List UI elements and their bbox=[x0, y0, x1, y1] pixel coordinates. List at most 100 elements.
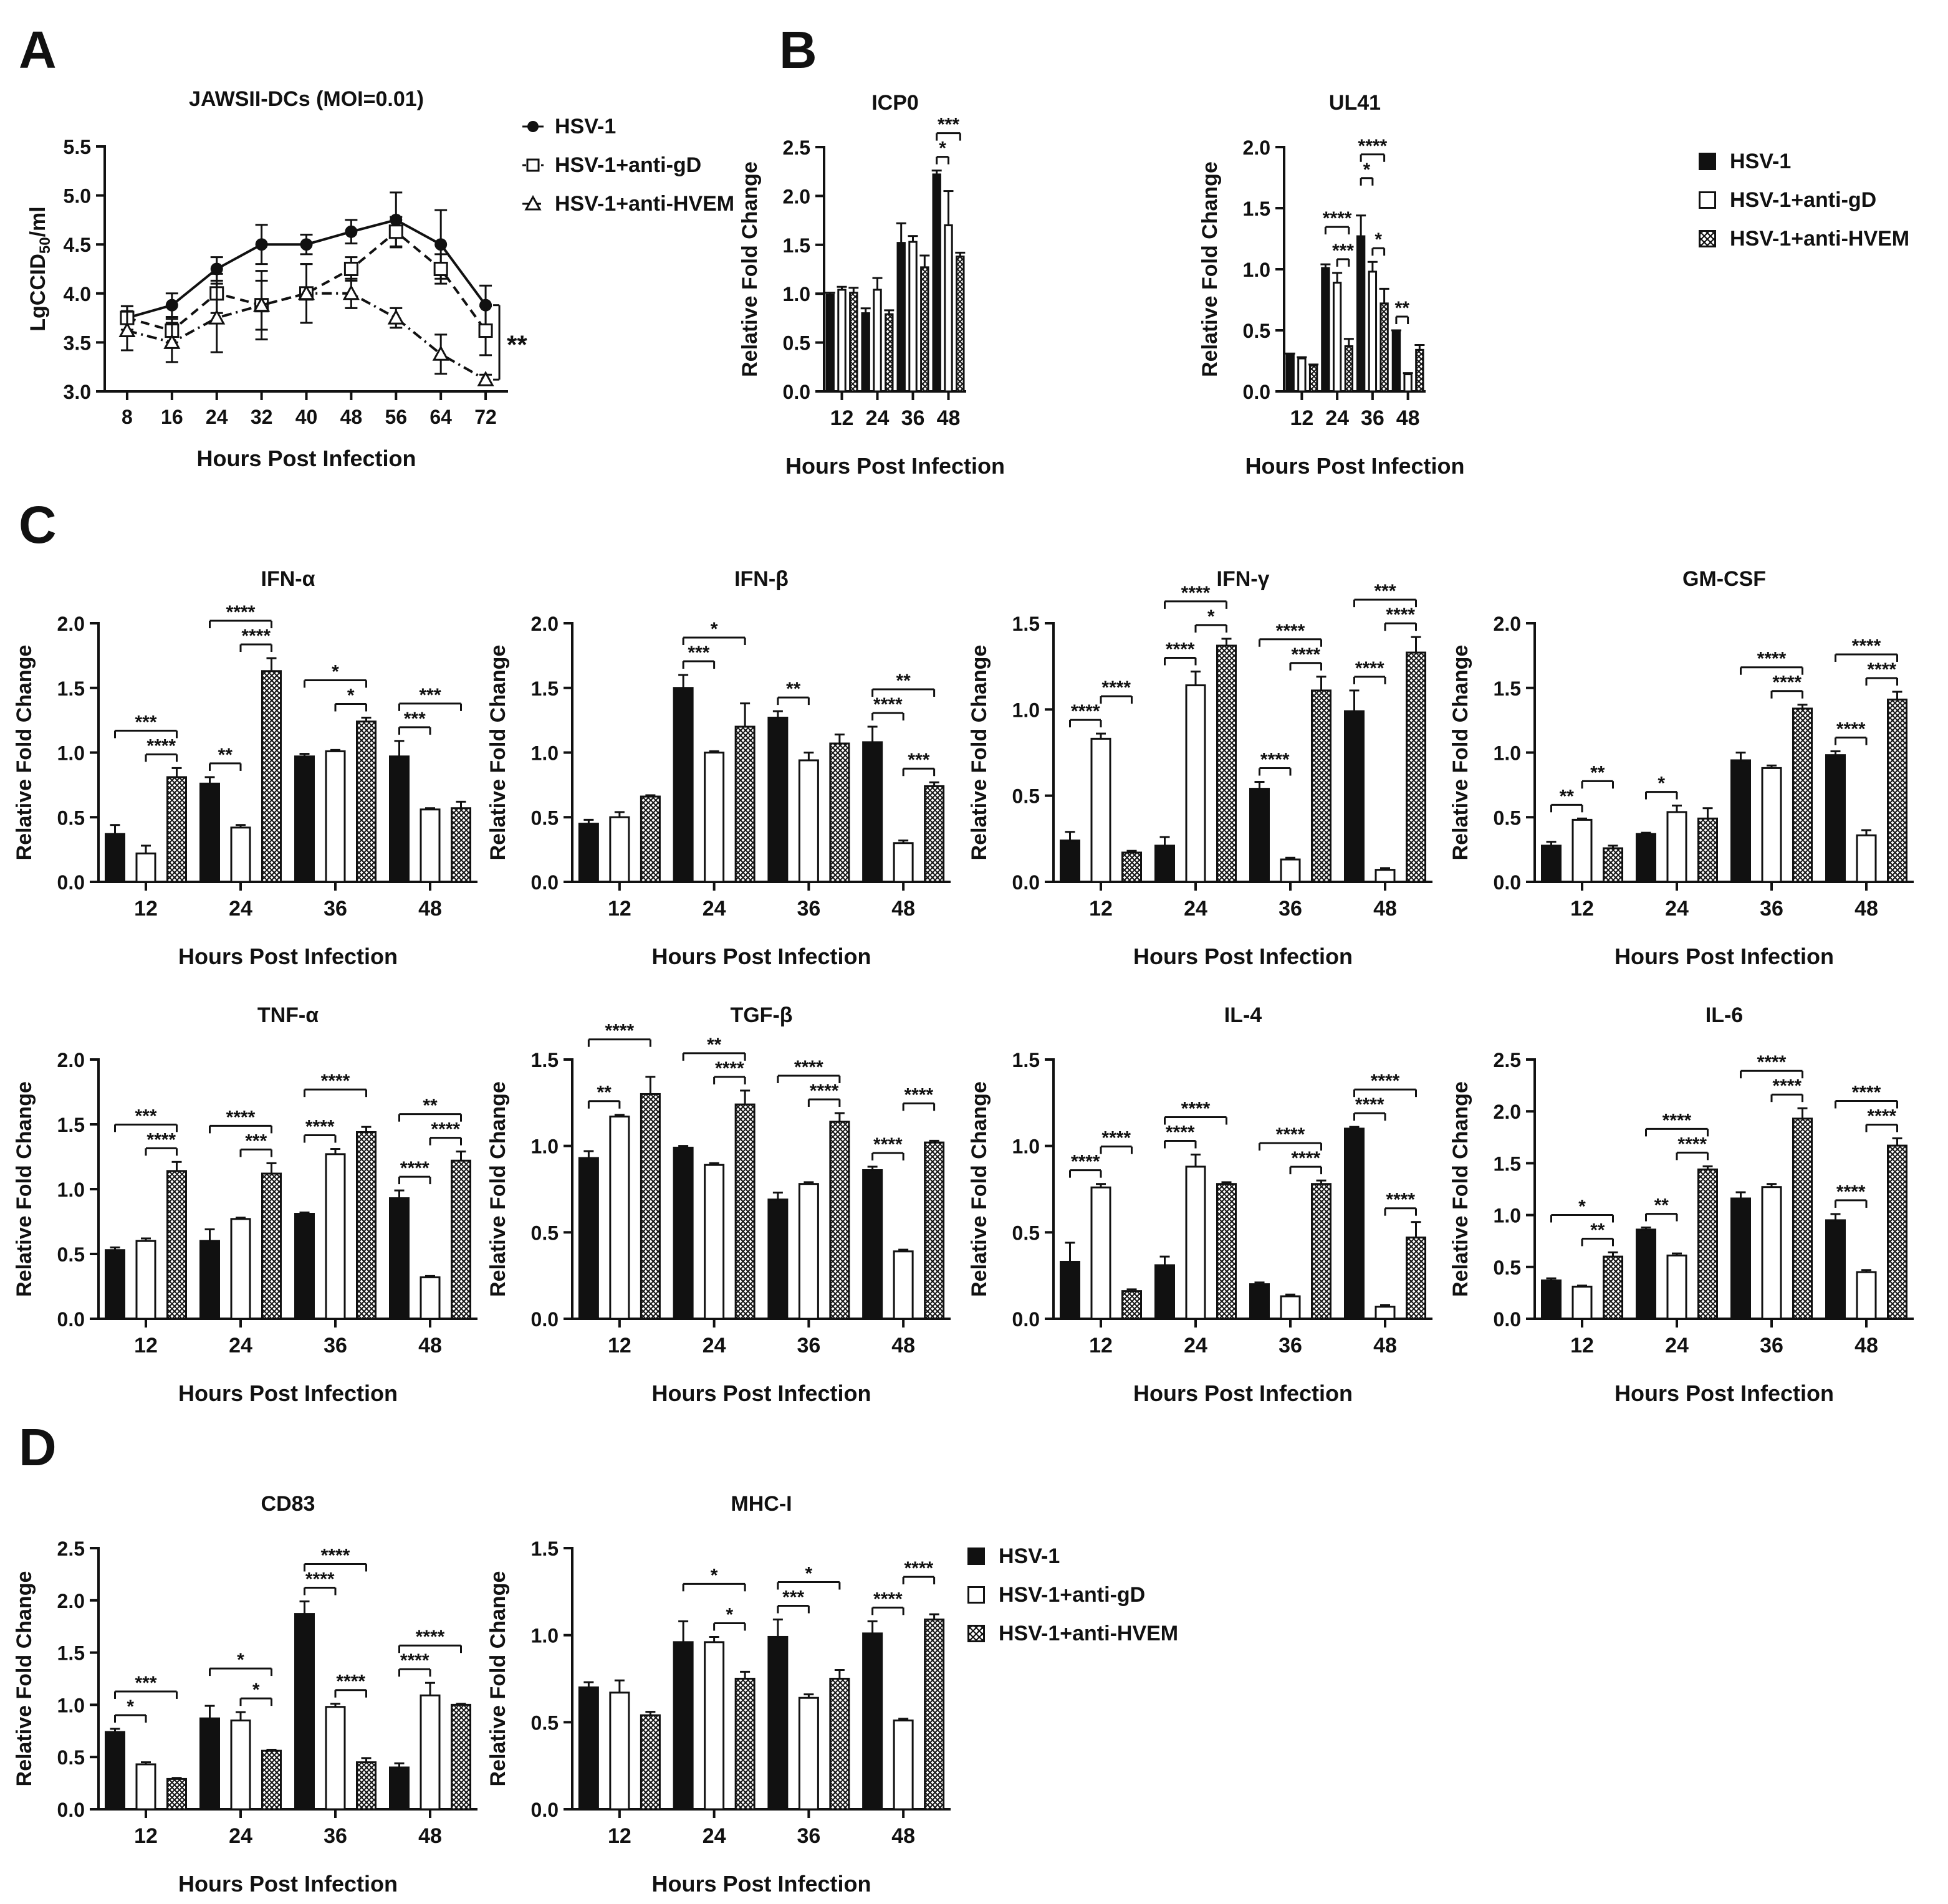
bar bbox=[420, 1694, 441, 1811]
bar bbox=[261, 1172, 282, 1320]
bar bbox=[1356, 235, 1366, 393]
x-axis-label: Hours Post Infection bbox=[178, 1871, 398, 1897]
x-tick-label: 24 bbox=[703, 897, 726, 921]
bar bbox=[451, 1703, 471, 1811]
bar bbox=[199, 782, 220, 883]
bar bbox=[230, 1720, 251, 1811]
significance-label: *** bbox=[135, 1673, 156, 1693]
bar bbox=[1375, 1306, 1396, 1320]
bar bbox=[893, 1720, 914, 1811]
bar bbox=[1332, 282, 1342, 393]
y-tick-label: 1.5 bbox=[783, 234, 810, 257]
bar bbox=[1792, 1117, 1813, 1320]
significance-label: **** bbox=[1663, 1110, 1692, 1131]
legend-item: HSV-1 bbox=[967, 1537, 1178, 1576]
legend-item: HSV-1+anti-HVEM bbox=[522, 184, 734, 223]
x-tick-label: 48 bbox=[1396, 406, 1420, 430]
chart-title: IL-6 bbox=[1706, 1003, 1743, 1027]
bar bbox=[673, 1146, 694, 1320]
y-tick-label: 1.0 bbox=[57, 1179, 85, 1201]
y-axis-label: LgCCID50/ml bbox=[26, 206, 54, 331]
bar bbox=[734, 1678, 756, 1811]
x-tick-label: 24 bbox=[703, 1824, 726, 1848]
y-tick-label: 5.5 bbox=[64, 136, 91, 158]
x-axis-label: Hours Post Infection bbox=[785, 453, 1005, 479]
chart-title: IL-4 bbox=[1224, 1003, 1262, 1027]
y-tick-label: 2.0 bbox=[1243, 136, 1270, 159]
significance-label: **** bbox=[226, 602, 256, 623]
bar bbox=[932, 173, 941, 393]
significance-label: **** bbox=[873, 694, 903, 715]
x-tick-label: 48 bbox=[418, 1824, 442, 1848]
bar bbox=[1285, 353, 1295, 393]
y-tick-label: 1.0 bbox=[1494, 1205, 1521, 1227]
significance-label: **** bbox=[1757, 1052, 1787, 1073]
x-tick-label: 16 bbox=[161, 406, 183, 428]
data-point bbox=[433, 262, 448, 276]
significance-label: *** bbox=[135, 1106, 156, 1126]
significance-label: **** bbox=[1386, 605, 1415, 625]
bar bbox=[862, 741, 883, 883]
x-axis-label: Hours Post Infection bbox=[196, 446, 416, 471]
y-tick-label: 2.0 bbox=[1494, 613, 1521, 635]
legend-label: HSV-1+anti-HVEM bbox=[555, 191, 735, 216]
bar bbox=[105, 1249, 125, 1320]
significance-label: * bbox=[1375, 229, 1382, 250]
bar bbox=[829, 1678, 850, 1811]
significance-label: **** bbox=[1101, 1128, 1131, 1149]
significance-label: **** bbox=[400, 1158, 429, 1179]
bar bbox=[1154, 844, 1175, 883]
bar bbox=[166, 776, 187, 883]
legend-label: HSV-1 bbox=[1730, 149, 1792, 173]
significance-label: ** bbox=[1654, 1195, 1669, 1216]
bar bbox=[1406, 1237, 1426, 1320]
y-tick-label: 2.5 bbox=[1494, 1049, 1521, 1071]
significance-label: **** bbox=[1291, 644, 1320, 665]
data-point bbox=[434, 238, 448, 251]
bar bbox=[640, 1093, 661, 1320]
x-axis-label: Hours Post Infection bbox=[651, 944, 871, 969]
significance-label: **** bbox=[431, 1119, 460, 1140]
x-tick-label: 24 bbox=[229, 897, 252, 921]
bar bbox=[861, 312, 870, 393]
x-tick-label: 48 bbox=[418, 1334, 442, 1357]
legend-item: HSV-1+anti-gD bbox=[1699, 181, 1909, 219]
significance-label: **** bbox=[904, 1084, 934, 1105]
x-tick-label: 8 bbox=[122, 406, 133, 428]
significance-label: **** bbox=[305, 1117, 335, 1137]
bar bbox=[578, 1686, 599, 1811]
significance-label: * bbox=[939, 138, 946, 159]
bar bbox=[1297, 357, 1307, 393]
x-tick-label: 12 bbox=[1089, 897, 1113, 921]
significance-label: **** bbox=[1276, 1124, 1305, 1145]
bar bbox=[1344, 710, 1365, 883]
bar bbox=[734, 725, 756, 883]
significance-label: **** bbox=[1181, 583, 1211, 603]
x-tick-label: 24 bbox=[866, 406, 890, 430]
chart-title: IFN-γ bbox=[1217, 567, 1270, 591]
x-tick-label: 36 bbox=[797, 1824, 820, 1848]
bar bbox=[893, 842, 914, 883]
data-point bbox=[387, 309, 405, 325]
significance-label: **** bbox=[810, 1081, 839, 1101]
bar bbox=[451, 1159, 471, 1320]
data-point bbox=[388, 224, 403, 239]
open-square-marker-icon bbox=[522, 158, 544, 172]
chart-title: IFN-β bbox=[734, 567, 789, 591]
significance-label: **** bbox=[1276, 621, 1305, 641]
y-tick-label: 1.0 bbox=[783, 283, 810, 305]
y-tick-label: 1.5 bbox=[1494, 1152, 1521, 1175]
significance-label: **** bbox=[1323, 208, 1352, 229]
significance-label: **** bbox=[873, 1589, 903, 1609]
bar bbox=[166, 1170, 187, 1320]
significance-label: **** bbox=[336, 1672, 365, 1692]
y-tick-label: 1.0 bbox=[57, 1694, 85, 1716]
bar bbox=[924, 1141, 945, 1320]
significance-label: * bbox=[726, 1604, 734, 1625]
y-tick-label: 2.5 bbox=[57, 1538, 85, 1560]
y-axis-label-subscript: 50 bbox=[37, 237, 54, 254]
significance-label: ** bbox=[423, 1096, 438, 1116]
bar bbox=[1280, 1295, 1301, 1320]
y-tick-label: 0.0 bbox=[57, 1308, 85, 1331]
chart-title: GM-CSF bbox=[1682, 567, 1766, 591]
